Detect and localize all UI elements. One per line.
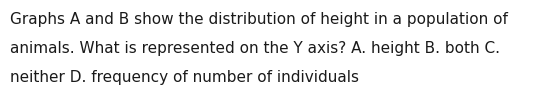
Text: Graphs A and B show the distribution of height in a population of: Graphs A and B show the distribution of … bbox=[10, 12, 508, 27]
Text: animals. What is represented on the Y axis? A. height B. both C.: animals. What is represented on the Y ax… bbox=[10, 41, 500, 56]
Text: neither D. frequency of number of individuals: neither D. frequency of number of indivi… bbox=[10, 70, 359, 85]
